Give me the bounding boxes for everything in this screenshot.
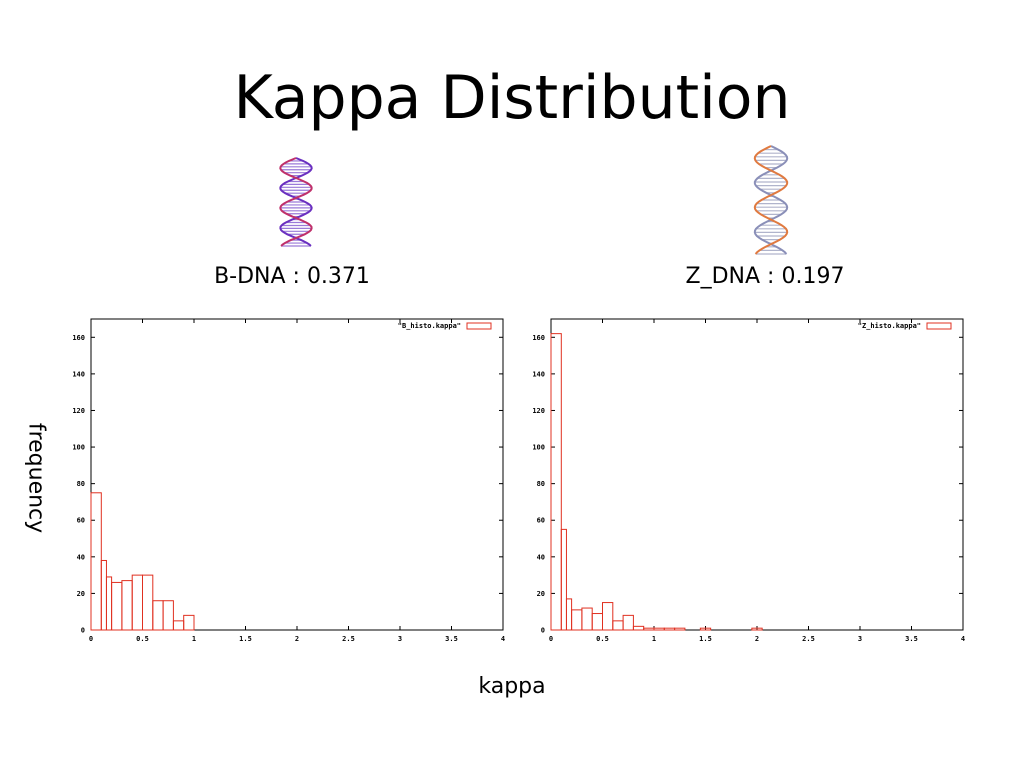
- b-dna-label: B-DNA : 0.371: [214, 264, 370, 289]
- z-histogram-bar: [632, 625, 645, 631]
- z-legend-swatch: [926, 322, 952, 330]
- y-axis-label: frequency: [23, 422, 49, 534]
- z-histogram-bar: [591, 613, 603, 631]
- b-backbone-strand: [279, 157, 313, 247]
- b-y-tick-label: 0: [81, 627, 85, 635]
- b-histogram-bar: [142, 574, 154, 631]
- z-histogram-bar: [560, 528, 567, 631]
- b-x-tick-label: 1: [192, 635, 196, 643]
- z-histogram-bar: [643, 627, 655, 631]
- z-x-tick-label: 1: [652, 635, 656, 643]
- z-dna-histogram: 0 20 40 60 80 100 120 140 160 0 0.5 1 1.5 2 2.5 3 3.5 4 "Z…: [532, 318, 965, 643]
- b-x-tick-label: 2: [295, 635, 299, 643]
- z-backbone-strand: [753, 145, 789, 255]
- b-histogram-bar: [162, 600, 174, 631]
- b-histogram-bar: [152, 600, 164, 631]
- b-x-tick-label: 4: [501, 635, 505, 643]
- z-x-tick-label: 2.5: [802, 635, 815, 643]
- z-x-tick-label: 3.5: [905, 635, 918, 643]
- b-histogram-bar: [172, 620, 185, 631]
- b-x-tick-label: 2.5: [342, 635, 355, 643]
- b-x-tick-label: 3: [398, 635, 402, 643]
- z-legend-label: "Z_histo.kappa": [858, 322, 921, 330]
- z-x-tick-label: 4: [961, 635, 965, 643]
- b-y-tick-label: 60: [77, 517, 85, 525]
- slide-title: Kappa Distribution: [233, 63, 791, 133]
- z-histogram-bar: [622, 614, 634, 631]
- z-y-tick-label: 40: [537, 553, 545, 561]
- z-histogram-bar: [602, 602, 614, 631]
- b-x-tick-label: 0: [89, 635, 93, 643]
- z-x-tick-label: 1.5: [699, 635, 712, 643]
- z-histogram-bar: [751, 627, 763, 631]
- z-histogram-bar: [565, 598, 573, 631]
- z-y-tick-label: 20: [537, 590, 545, 598]
- b-y-tick-label: 80: [77, 480, 85, 488]
- z-y-tick-label: 120: [532, 407, 545, 415]
- z-histogram-bar: [674, 627, 686, 631]
- z-y-tick-label: 60: [537, 517, 545, 525]
- b-y-tick-label: 120: [72, 407, 85, 415]
- b-histogram-bar: [183, 614, 195, 631]
- b-x-tick-label: 3.5: [445, 635, 458, 643]
- b-histogram-bar: [90, 492, 102, 631]
- z-x-tick-label: 2: [755, 635, 759, 643]
- z-histogram-bar: [571, 609, 583, 631]
- b-histogram-bar: [105, 576, 113, 631]
- b-y-tick-label: 160: [72, 334, 85, 342]
- z-y-tick-label: 0: [541, 627, 545, 635]
- b-y-tick-label: 100: [72, 444, 85, 452]
- x-axis-label: kappa: [478, 674, 546, 699]
- b-y-tick-label: 140: [72, 370, 85, 378]
- b-histogram-bar: [131, 574, 143, 631]
- b-y-tick-label: 20: [77, 590, 85, 598]
- b-legend-label: "B_histo.kappa": [398, 322, 461, 330]
- z-histogram-bar: [612, 620, 624, 631]
- z-dna-molecule-image: [753, 145, 789, 255]
- z-dna-label: Z_DNA : 0.197: [685, 264, 845, 289]
- z-histogram-bar: [699, 627, 712, 631]
- b-y-tick-label: 40: [77, 553, 85, 561]
- z-histogram-bar: [581, 607, 593, 631]
- z-y-tick-label: 100: [532, 444, 545, 452]
- b-histogram-bar: [111, 581, 123, 631]
- z-x-tick-label: 0.5: [596, 635, 609, 643]
- z-x-tick-label: 0: [549, 635, 553, 643]
- z-y-tick-label: 80: [537, 480, 545, 488]
- z-y-tick-label: 140: [532, 370, 545, 378]
- z-plot-frame: [550, 318, 964, 631]
- b-backbone-strand: [279, 157, 313, 247]
- b-dna-molecule-image: [279, 157, 313, 247]
- z-histogram-bar: [653, 627, 665, 631]
- b-histogram-bar: [100, 559, 107, 631]
- b-x-tick-label: 0.5: [136, 635, 149, 643]
- z-histogram-bar: [550, 333, 562, 631]
- b-legend-swatch: [466, 322, 492, 330]
- z-histogram-bar: [663, 627, 676, 631]
- z-x-tick-label: 3: [858, 635, 862, 643]
- b-dna-histogram: 0 20 40 60 80 100 120 140 160 0 0.5 1 1.5 2 2.5 3 3.5 4 "B…: [72, 318, 505, 643]
- z-backbone-strand: [753, 145, 789, 255]
- b-x-tick-label: 1.5: [239, 635, 252, 643]
- z-y-tick-label: 160: [532, 334, 545, 342]
- b-histogram-bar: [121, 580, 133, 631]
